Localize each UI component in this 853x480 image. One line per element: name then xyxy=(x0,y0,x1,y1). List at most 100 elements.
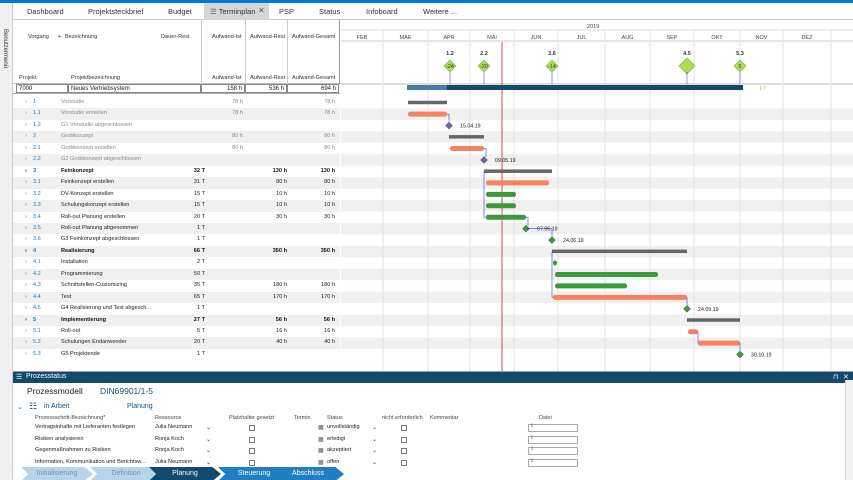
phase-planung[interactable]: Planung xyxy=(149,467,221,480)
expand-toggle-icon[interactable]: › xyxy=(25,305,27,312)
header-aufwand-ist-2[interactable]: Aufwand-Ist xyxy=(212,75,242,81)
expand-toggle-icon[interactable]: › xyxy=(25,316,27,323)
expand-toggle-icon[interactable]: › xyxy=(25,121,27,128)
tab-status[interactable]: Status xyxy=(319,3,359,20)
table-row[interactable]: › 3.1 Feinkonzept erstellen 31 T 80 h 80 h xyxy=(13,177,340,189)
table-row[interactable]: › 4.4 Test 65 T 170 h 170 h xyxy=(13,291,340,304)
calendar-icon[interactable]: ▦ xyxy=(318,459,324,466)
platzhalter-checkbox[interactable] xyxy=(249,448,255,454)
close-tab-icon[interactable]: ✕ xyxy=(258,6,265,15)
tab-projektsteckbrief[interactable]: Projektsteckbrief xyxy=(88,3,163,20)
header-bezeichnung[interactable]: Bezeichnung xyxy=(65,34,98,40)
project-aufwand-ist[interactable]: 158 h xyxy=(201,84,245,93)
table-row[interactable]: › 4.1 Installation 2 T xyxy=(13,257,340,269)
stepper-icon[interactable]: ⇕ xyxy=(530,434,535,441)
header-plus[interactable]: + xyxy=(58,34,62,40)
nicht-erforderlich-checkbox[interactable] xyxy=(401,425,407,431)
expand-toggle-icon[interactable]: › xyxy=(25,224,27,231)
chevron-down-icon[interactable]: ⌄ xyxy=(372,425,378,431)
table-row[interactable]: › 1 Vorstudie 78 h 78 h xyxy=(13,97,340,109)
nicht-erforderlich-checkbox[interactable] xyxy=(401,436,407,443)
table-row[interactable]: › 3.4 Roll-out Planung erstellen 20 T 30 h 30… xyxy=(13,211,340,223)
table-row[interactable]: › 2.2 G2 Grobkonzept abgeschlossen xyxy=(13,154,340,166)
platzhalter-checkbox[interactable] xyxy=(249,425,255,431)
expand-toggle-icon[interactable]: › xyxy=(25,259,27,266)
table-row[interactable]: › 5.2 Schulungen Endanwender 20 T 40 h 40 h xyxy=(13,337,340,349)
prozess-ressource[interactable]: Julia Neumann xyxy=(155,424,193,430)
tab-weitere[interactable]: Weitere ... xyxy=(423,3,473,20)
expand-toggle-icon[interactable]: › xyxy=(25,293,27,300)
prozess-status[interactable]: unvollständig xyxy=(327,424,360,430)
close-panel-icon[interactable]: ✕ xyxy=(843,374,849,381)
prozessmodell-value[interactable]: DIN69901/1-5 xyxy=(100,386,153,396)
header-aufwand-rest[interactable]: Aufwand-Rest xyxy=(250,34,286,40)
chevron-down-icon[interactable]: ⌄ xyxy=(206,436,212,443)
expand-toggle-icon[interactable]: › xyxy=(25,167,27,174)
tab-psp[interactable]: PSP xyxy=(279,3,309,20)
project-aufwand-rest[interactable]: 536 h xyxy=(245,84,287,93)
datei-field[interactable] xyxy=(528,435,578,444)
header-aufwand-gesamt-2[interactable]: Aufwand-Gesamt xyxy=(292,75,336,81)
phase-initialisierung[interactable]: Initialisierung xyxy=(21,467,93,480)
project-name-field[interactable]: Neues Vertriebsystem xyxy=(68,84,201,93)
expand-toggle-icon[interactable]: › xyxy=(25,350,27,357)
expand-toggle-icon[interactable]: › xyxy=(25,282,27,289)
prozess-ressource[interactable]: Julia Neumann xyxy=(155,458,193,465)
header-vorgang[interactable]: Vorgang xyxy=(28,34,49,40)
project-id-field[interactable]: 7000 xyxy=(16,84,68,93)
pin-icon[interactable]: ⊓ xyxy=(833,374,839,381)
prozess-status[interactable]: akzeptiert xyxy=(327,447,352,453)
table-row[interactable]: › 2.1 Grobkonzept erstellen 80 h 80 h xyxy=(13,142,340,155)
chevron-down-icon[interactable]: ⌄ xyxy=(372,436,378,443)
table-row[interactable]: › 4 Realisierung 66 T 350 h 350 h xyxy=(13,245,340,258)
chevron-down-icon[interactable]: ⌄ xyxy=(206,448,212,454)
prozess-status[interactable]: offen xyxy=(327,458,340,465)
expand-toggle-icon[interactable]: › xyxy=(25,202,27,209)
benutzermenu-sidebar[interactable]: Benutzermenü xyxy=(0,3,13,480)
calendar-icon[interactable]: ▦ xyxy=(318,448,324,454)
expand-toggle-icon[interactable]: › xyxy=(25,110,27,117)
header-projektbezeichnung[interactable]: Projektbezeichnung xyxy=(71,75,121,81)
table-row[interactable]: › 4.5 G4 Realisierung und Test abgesch... 1… xyxy=(13,303,340,315)
expand-toggle-icon[interactable]: › xyxy=(25,213,27,220)
tab-dashboard[interactable]: Dashboard xyxy=(27,3,87,20)
header-aufwand-gesamt[interactable]: Aufwand-Gesamt xyxy=(292,34,336,40)
table-row[interactable]: › 3.2 DV-Konzept erstellen 15 T 10 h 10 h xyxy=(13,188,340,201)
expand-toggle-icon[interactable]: › xyxy=(25,190,27,197)
header-projekt[interactable]: Projekt xyxy=(19,75,37,81)
expand-toggle-icon[interactable]: › xyxy=(25,133,27,140)
datei-field[interactable] xyxy=(528,424,578,432)
tab-infoboard[interactable]: Infoboard xyxy=(366,3,416,20)
gantt-chart[interactable]: 2019 FEB MAE APR MAI JUN JUL AUG SEP OKT NOV DEZ 1.2… xyxy=(341,20,853,371)
table-row[interactable]: › 1.2 G1 Vorstudie abgeschlossen xyxy=(13,119,340,132)
prozess-ressource[interactable]: Ronja Koch xyxy=(155,435,184,442)
table-row[interactable]: › 3 Feinkonzept 32 T 130 h 130 h xyxy=(13,165,340,178)
expand-toggle-icon[interactable]: › xyxy=(25,236,27,243)
datei-field[interactable] xyxy=(528,447,578,455)
header-dauer-rest[interactable]: Dauer-Rest xyxy=(161,34,190,40)
nicht-erforderlich-checkbox[interactable] xyxy=(401,459,407,466)
expand-toggle-icon[interactable]: › xyxy=(25,339,27,346)
table-row[interactable]: › 3.3 Schulungskonzept erstellen 15 T 10 h 10… xyxy=(13,200,340,212)
phase-steuerung[interactable]: Steuerung xyxy=(218,467,290,480)
stepper-icon[interactable]: ⇕ xyxy=(530,423,535,429)
nicht-erforderlich-checkbox[interactable] xyxy=(401,448,407,454)
project-row[interactable]: 7000 Neues Vertriebsystem 158 h 536 h 69… xyxy=(13,84,340,94)
prozess-status[interactable]: erledigt xyxy=(327,435,346,442)
tab-budget[interactable]: Budget xyxy=(168,3,208,20)
expand-toggle-icon[interactable]: › xyxy=(25,144,27,151)
vertical-scrollbar[interactable] xyxy=(845,380,853,480)
chevron-down-icon[interactable]: ⌄ xyxy=(372,459,378,466)
table-row[interactable]: › 2 Grobkonzept 80 h 80 h xyxy=(13,131,340,143)
table-row[interactable]: › 5.3 G5 Projektende 1 T xyxy=(13,348,340,361)
table-row[interactable]: › 3.6 G3 Feinkonzept abgeschlossen 1 T xyxy=(13,234,340,246)
phase-definition[interactable]: Definition xyxy=(90,467,162,480)
platzhalter-checkbox[interactable] xyxy=(249,436,255,443)
collapse-chevron-icon[interactable]: ⌄ xyxy=(17,404,23,411)
expand-toggle-icon[interactable]: › xyxy=(25,270,27,277)
platzhalter-checkbox[interactable] xyxy=(249,459,255,466)
menu-icon[interactable]: ☰ xyxy=(16,374,23,381)
project-aufwand-gesamt[interactable]: 694 h xyxy=(287,84,339,93)
header-aufwand-rest-2[interactable]: Aufwand-Rest xyxy=(250,75,286,81)
table-row[interactable]: › 3.5 Roll-out Planung abgenommen 1 T xyxy=(13,222,340,235)
